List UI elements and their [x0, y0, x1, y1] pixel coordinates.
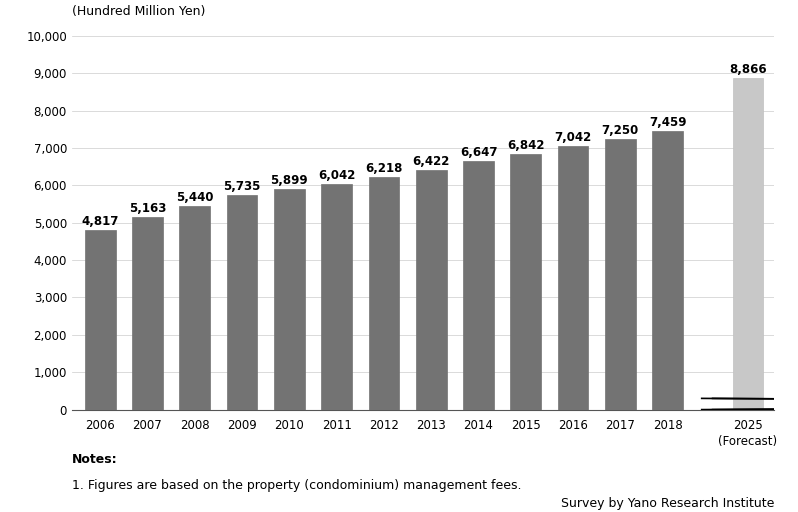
- Text: 7,250: 7,250: [602, 123, 639, 137]
- Bar: [605, 139, 636, 410]
- Text: 7,042: 7,042: [555, 132, 591, 144]
- Bar: [558, 146, 588, 410]
- Text: 5,735: 5,735: [223, 180, 261, 193]
- Bar: [733, 78, 764, 410]
- Bar: [369, 177, 399, 410]
- Text: 1. Figures are based on the property (condominium) management fees.: 1. Figures are based on the property (co…: [72, 479, 521, 492]
- Text: Survey by Yano Research Institute: Survey by Yano Research Institute: [561, 497, 774, 509]
- Bar: [132, 217, 163, 410]
- Text: (Hundred Million Yen): (Hundred Million Yen): [72, 5, 205, 18]
- Text: 8,866: 8,866: [729, 63, 767, 76]
- Bar: [274, 189, 305, 410]
- Text: (Forecast): (Forecast): [718, 435, 777, 448]
- Text: 5,899: 5,899: [271, 174, 308, 187]
- Bar: [652, 131, 683, 410]
- Text: 4,817: 4,817: [81, 215, 119, 227]
- Bar: [85, 229, 116, 410]
- Bar: [322, 184, 352, 410]
- Bar: [416, 169, 447, 410]
- Bar: [463, 161, 494, 410]
- Text: 6,218: 6,218: [365, 162, 403, 175]
- Bar: [511, 154, 541, 410]
- Text: 5,163: 5,163: [128, 202, 166, 215]
- Bar: [180, 206, 210, 410]
- Text: Notes:: Notes:: [72, 453, 117, 466]
- Text: 6,842: 6,842: [507, 139, 544, 152]
- Text: 6,042: 6,042: [318, 169, 355, 182]
- Bar: [227, 195, 258, 410]
- Text: 5,440: 5,440: [176, 191, 214, 204]
- Text: 6,647: 6,647: [460, 146, 497, 159]
- Text: 7,459: 7,459: [649, 116, 686, 129]
- Text: 6,422: 6,422: [413, 155, 450, 167]
